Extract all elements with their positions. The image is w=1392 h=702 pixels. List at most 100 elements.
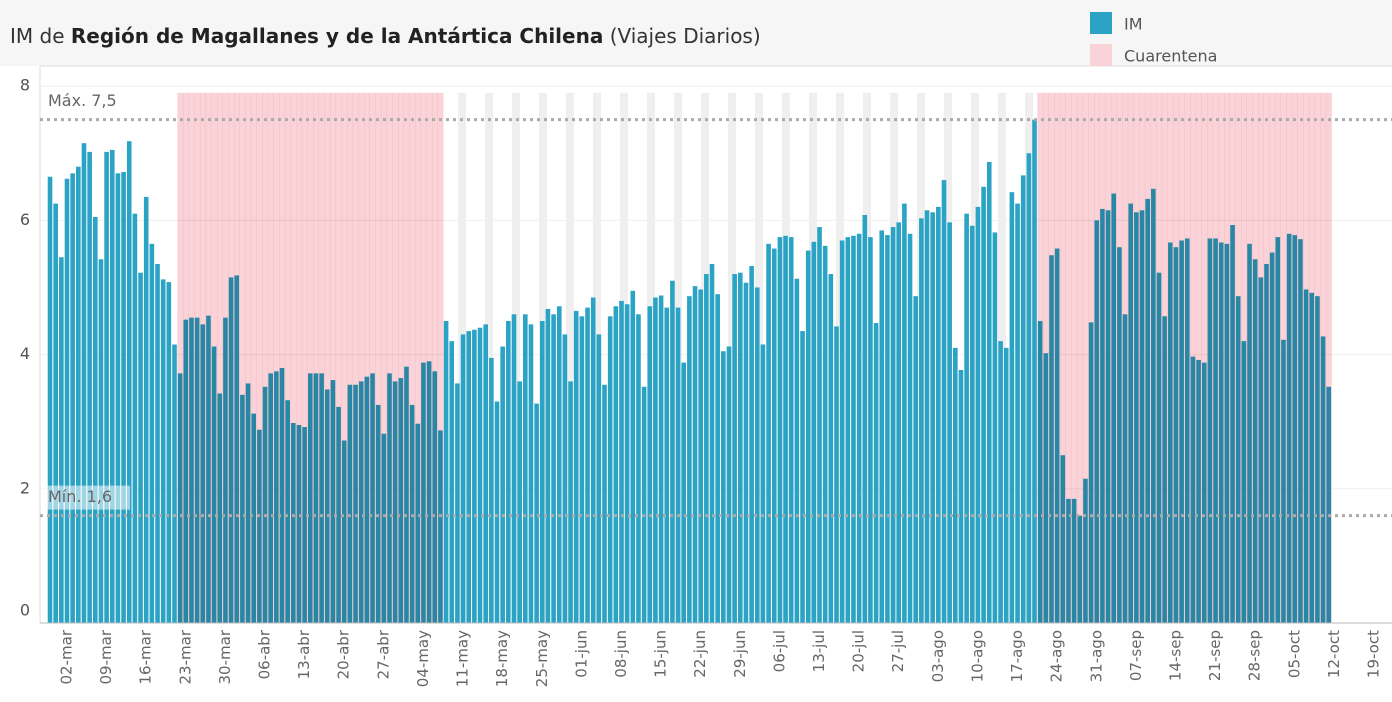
bar [981, 186, 986, 624]
quarantine-band [1207, 92, 1214, 623]
bar [472, 329, 477, 623]
bar [953, 347, 958, 623]
bar [947, 222, 952, 623]
legend-swatch [1090, 12, 1112, 34]
bar [449, 341, 455, 623]
bar [126, 141, 132, 624]
bar [590, 297, 596, 623]
quarantine-band [205, 92, 212, 623]
background-stripe [971, 92, 979, 623]
y-tick-label: 8 [20, 76, 30, 95]
quarantine-band [1093, 92, 1100, 623]
x-tick-label: 20-abr [335, 629, 353, 679]
bar [172, 344, 177, 623]
bar [607, 316, 613, 623]
quarantine-band [1150, 92, 1157, 623]
quarantine-band [284, 92, 291, 623]
quarantine-band [1043, 92, 1049, 623]
bar [545, 308, 551, 623]
quarantine-band [199, 92, 206, 623]
quarantine-band [1122, 92, 1129, 623]
bar [658, 295, 664, 623]
quarantine-band [279, 92, 286, 623]
bar [624, 304, 630, 623]
quarantine-band [1274, 92, 1281, 623]
x-tick-label: 13-abr [295, 629, 313, 679]
x-tick-label: 04-may [414, 630, 432, 687]
bar [856, 233, 862, 623]
x-tick-label: 31-ago [1087, 630, 1105, 682]
quarantine-band [352, 92, 359, 623]
bar [1032, 119, 1037, 624]
chart-title: IM de Región de Magallanes y de la Antár… [10, 24, 761, 48]
bar [477, 327, 483, 623]
x-tick-label: 25-may [533, 630, 551, 687]
bar [466, 331, 472, 623]
quarantine-band [1252, 92, 1259, 623]
quarantine-band [414, 92, 421, 623]
bar [596, 334, 602, 623]
legend-swatch [1090, 44, 1112, 66]
quarantine-band [1297, 92, 1304, 623]
quarantine-band [177, 92, 184, 623]
bar [873, 323, 879, 623]
x-tick-label: 03-ago [929, 630, 947, 682]
quarantine-band [211, 92, 218, 623]
bar [562, 334, 568, 623]
bar [489, 357, 494, 623]
bar [788, 237, 794, 623]
bar [817, 227, 822, 623]
bar [47, 176, 53, 623]
bar [777, 237, 783, 623]
bar [613, 306, 619, 623]
bar [851, 235, 856, 623]
bar [839, 240, 845, 623]
quarantine-band [273, 92, 280, 623]
bar [930, 212, 935, 623]
bar [743, 282, 749, 623]
quarantine-band [341, 92, 348, 623]
quarantine-band [318, 92, 325, 623]
bar [964, 213, 969, 623]
bar [749, 265, 754, 623]
bar [998, 341, 1003, 623]
quarantine-band [1178, 92, 1185, 623]
bar [81, 143, 87, 624]
quarantine-band [409, 92, 416, 623]
bar [675, 307, 681, 623]
bar [160, 279, 166, 623]
bar [811, 241, 817, 623]
x-tick-label: 09-mar [97, 629, 115, 684]
bar [460, 334, 466, 623]
quarantine-band [392, 92, 399, 623]
x-tick-label: 27-jul [889, 630, 907, 672]
bar [704, 274, 709, 623]
quarantine-band [1184, 92, 1191, 623]
quarantine-band [437, 92, 444, 623]
quarantine-band [245, 92, 252, 623]
bar [166, 282, 172, 623]
bar [59, 257, 64, 623]
bar [143, 196, 149, 623]
x-tick-label: 05-oct [1285, 630, 1303, 678]
bar [539, 321, 545, 623]
bar [149, 243, 155, 624]
quarantine-band [1065, 92, 1072, 623]
bar [64, 178, 70, 623]
quarantine-band [222, 92, 229, 623]
x-tick-label: 08-jun [612, 630, 630, 678]
quarantine-band [1133, 92, 1140, 623]
quarantine-band [347, 92, 354, 623]
quarantine-band [397, 92, 404, 623]
quarantine-band [1314, 92, 1321, 623]
bar [907, 233, 913, 623]
bar [579, 316, 585, 623]
quarantine-band [1320, 92, 1327, 623]
background-stripe [566, 92, 574, 623]
x-tick-label: 16-mar [137, 629, 155, 684]
quarantine-band [335, 92, 342, 623]
bar [1009, 192, 1015, 623]
reference-label-bg [44, 89, 130, 114]
x-tick-label: 02-mar [58, 629, 76, 684]
quarantine-band [307, 92, 314, 623]
